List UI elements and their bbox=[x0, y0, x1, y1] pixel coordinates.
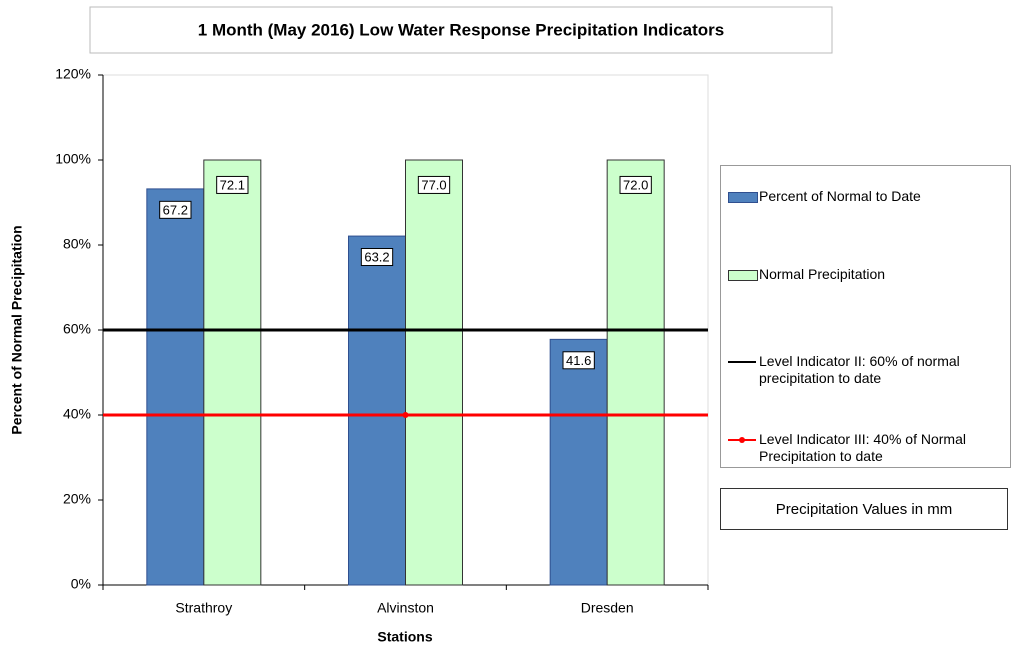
data-label-box bbox=[619, 175, 652, 194]
reference-marker bbox=[402, 412, 409, 418]
bar bbox=[203, 159, 262, 586]
bar bbox=[146, 188, 205, 586]
legend-label: Level Indicator II: 60% of normal precip… bbox=[759, 353, 960, 386]
y-tick-label: 0% bbox=[71, 576, 91, 592]
legend bbox=[720, 165, 1011, 468]
bar bbox=[549, 338, 608, 586]
y-tick-label: 100% bbox=[55, 151, 91, 167]
data-label: 67.2 bbox=[163, 202, 188, 217]
legend-label: Level Indicator III: 40% of Normal Preci… bbox=[759, 431, 966, 464]
legend-swatch bbox=[728, 270, 758, 281]
data-label: 41.6 bbox=[566, 353, 591, 368]
data-label-box bbox=[216, 175, 249, 194]
legend-label: Percent of Normal to Date bbox=[759, 188, 921, 204]
data-label-box bbox=[159, 200, 192, 219]
x-tick-label: Strathroy bbox=[175, 600, 232, 616]
note-box: Precipitation Values in mm bbox=[720, 488, 1008, 530]
legend-swatch bbox=[728, 192, 758, 203]
legend-label: Normal Precipitation bbox=[759, 266, 886, 282]
x-tick-label: Alvinston bbox=[377, 600, 434, 616]
x-axis-label: Stations bbox=[377, 629, 432, 645]
chart-title: 1 Month (May 2016) Low Water Response Pr… bbox=[198, 20, 724, 39]
data-label-box bbox=[360, 248, 394, 267]
y-tick-label: 40% bbox=[63, 406, 91, 422]
x-tick-label: Dresden bbox=[581, 600, 634, 616]
bar bbox=[348, 235, 406, 586]
note: Precipitation Values in mm bbox=[775, 500, 953, 518]
data-label: 77.0 bbox=[421, 177, 446, 192]
bar bbox=[606, 159, 665, 586]
y-tick-label: 20% bbox=[63, 491, 91, 507]
data-label: 72.1 bbox=[220, 177, 245, 192]
data-label-box bbox=[417, 175, 451, 194]
title-box bbox=[89, 6, 833, 54]
y-tick-label: 120% bbox=[55, 66, 91, 82]
data-label: 63.2 bbox=[364, 250, 389, 265]
bar bbox=[405, 159, 463, 586]
y-axis-label: Percent of Normal Precipitation bbox=[9, 225, 25, 434]
y-tick-label: 60% bbox=[63, 321, 91, 337]
y-tick-label: 80% bbox=[63, 236, 91, 252]
legend-swatch bbox=[728, 361, 756, 363]
data-label: 72.0 bbox=[623, 177, 648, 192]
data-label-box bbox=[562, 351, 595, 370]
legend-marker bbox=[739, 437, 745, 443]
